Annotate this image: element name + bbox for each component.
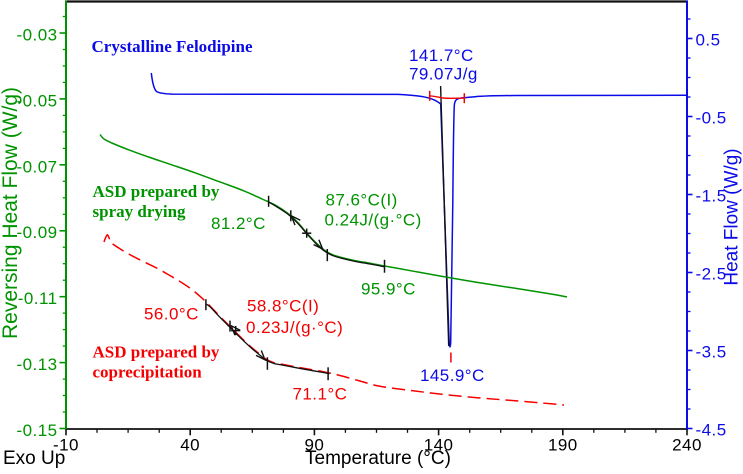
svg-text:87.6°C(I): 87.6°C(I) (326, 191, 398, 210)
svg-text:-0.11: -0.11 (18, 289, 58, 308)
svg-text:81.2°C: 81.2°C (211, 214, 266, 233)
svg-text:-2.5: -2.5 (696, 265, 727, 284)
svg-text:0.23J/(g·°C): 0.23J/(g·°C) (246, 318, 343, 337)
svg-text:58.8°C(I): 58.8°C(I) (247, 297, 319, 316)
svg-text:79.07J/g: 79.07J/g (409, 65, 478, 84)
svg-text:-0.5: -0.5 (696, 109, 727, 128)
svg-text:0.5: 0.5 (696, 31, 721, 50)
svg-text:-3.5: -3.5 (696, 343, 727, 362)
svg-text:-0.15: -0.15 (17, 421, 58, 440)
svg-text:56.0°C: 56.0°C (144, 305, 199, 324)
svg-text:spray drying: spray drying (93, 202, 187, 221)
svg-text:-0.03: -0.03 (17, 26, 58, 45)
svg-text:Heat Flow (W/g): Heat Flow (W/g) (722, 148, 743, 285)
svg-text:Crystalline Felodipine: Crystalline Felodipine (92, 37, 253, 56)
svg-text:190: 190 (548, 436, 578, 455)
svg-text:-10: -10 (53, 436, 79, 455)
svg-text:ASD prepared by: ASD prepared by (93, 182, 220, 201)
svg-text:140: 140 (424, 436, 454, 455)
svg-text:71.1°C: 71.1°C (293, 385, 348, 404)
svg-text:-1.5: -1.5 (696, 187, 727, 206)
svg-text:Reversing Heat Flow (W/g): Reversing Heat Flow (W/g) (0, 87, 22, 339)
svg-text:95.9°C: 95.9°C (361, 280, 416, 299)
svg-text:240: 240 (672, 436, 702, 455)
svg-text:-0.05: -0.05 (17, 91, 58, 110)
svg-text:Exo Up: Exo Up (3, 448, 65, 469)
svg-text:145.9°C: 145.9°C (420, 366, 485, 385)
svg-text:coprecipitation: coprecipitation (93, 363, 203, 382)
svg-text:-0.09: -0.09 (17, 223, 58, 242)
svg-text:90: 90 (304, 436, 324, 455)
svg-text:-4.5: -4.5 (696, 421, 727, 440)
svg-text:-0.13: -0.13 (17, 355, 58, 374)
svg-text:141.7°C: 141.7°C (409, 46, 474, 65)
svg-text:40: 40 (180, 436, 200, 455)
svg-text:Temperature (°C): Temperature (°C) (305, 448, 451, 469)
svg-text:-0.07: -0.07 (17, 157, 58, 176)
svg-text:0.24J/(g·°C): 0.24J/(g·°C) (325, 211, 422, 230)
svg-text:ASD prepared by: ASD prepared by (93, 343, 220, 362)
